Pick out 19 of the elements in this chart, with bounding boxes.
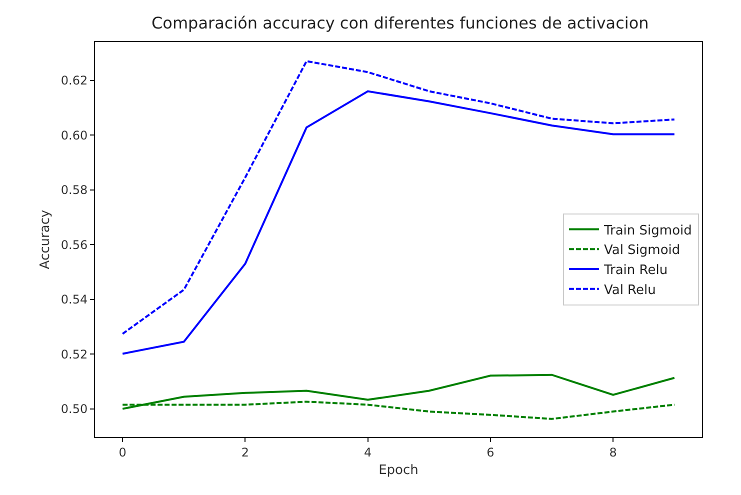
legend-label: Val Relu — [604, 282, 656, 298]
x-tick-label: 6 — [486, 445, 494, 460]
y-tick-label: 0.52 — [60, 347, 88, 362]
x-tick-label: 2 — [241, 445, 250, 460]
x-tick-label: 4 — [364, 445, 372, 460]
y-tick-label: 0.58 — [60, 183, 88, 198]
legend-label: Train Sigmoid — [602, 223, 692, 238]
y-tick-label: 0.54 — [60, 292, 88, 307]
x-tick-label: 0 — [118, 445, 126, 460]
y-tick-label: 0.60 — [60, 128, 88, 142]
legend-label: Train Relu — [602, 263, 668, 278]
y-tick-label: 0.56 — [60, 238, 88, 252]
y-tick-label: 0.50 — [60, 402, 88, 416]
chart-title: Comparación accuracy con diferentes funciones de activacion — [152, 14, 649, 33]
legend-label: Val Sigmoid — [604, 243, 680, 258]
y-tick-label: 0.62 — [60, 74, 88, 88]
x-axis-title: Epoch — [378, 463, 418, 478]
x-tick-label: 8 — [609, 445, 617, 460]
y-axis-title: Accuracy — [38, 210, 53, 270]
